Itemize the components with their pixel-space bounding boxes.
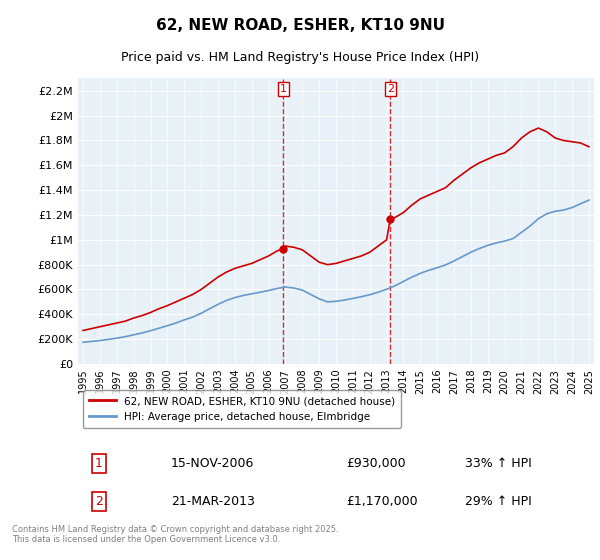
Legend: 62, NEW ROAD, ESHER, KT10 9NU (detached house), HPI: Average price, detached hou: 62, NEW ROAD, ESHER, KT10 9NU (detached … [83,390,401,428]
Text: Price paid vs. HM Land Registry's House Price Index (HPI): Price paid vs. HM Land Registry's House … [121,51,479,64]
Text: £1,170,000: £1,170,000 [346,495,418,508]
Text: 15-NOV-2006: 15-NOV-2006 [171,457,254,470]
Text: 62, NEW ROAD, ESHER, KT10 9NU: 62, NEW ROAD, ESHER, KT10 9NU [155,18,445,33]
Text: 29% ↑ HPI: 29% ↑ HPI [465,495,532,508]
Text: 2: 2 [95,495,103,508]
Text: 1: 1 [280,84,287,94]
Text: 2: 2 [387,84,394,94]
Text: 1: 1 [95,457,103,470]
Text: Contains HM Land Registry data © Crown copyright and database right 2025.
This d: Contains HM Land Registry data © Crown c… [12,525,338,544]
Text: 33% ↑ HPI: 33% ↑ HPI [465,457,532,470]
Text: £930,000: £930,000 [346,457,406,470]
Text: 21-MAR-2013: 21-MAR-2013 [171,495,255,508]
